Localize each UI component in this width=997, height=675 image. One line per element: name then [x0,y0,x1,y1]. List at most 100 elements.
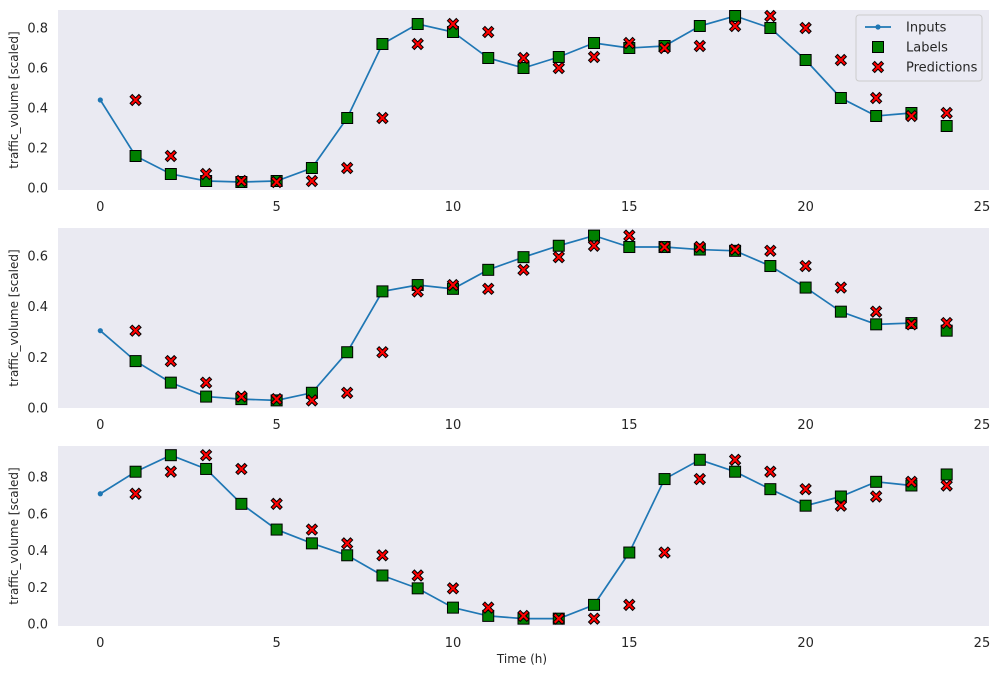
y-tick-label: 0.2 [27,581,48,596]
x-tick-label: 10 [445,636,462,651]
x-tick-label: 5 [273,418,281,433]
predictions-point [658,240,671,254]
predictions-point [552,61,565,75]
labels-point [764,483,777,496]
predictions-point [623,36,636,50]
y-tick-label: 0.2 [27,142,48,157]
labels-point [411,18,424,30]
predictions-point [164,149,178,163]
predictions-point [552,250,565,264]
labels-point [940,468,953,481]
inputs-point [97,328,103,334]
labels-point [164,168,177,180]
predictions-point [658,41,671,55]
labels-point [588,37,601,49]
x-tick-label: 5 [273,636,281,651]
y-tick-label: 0.2 [27,351,48,366]
predictions-point [517,263,530,277]
labels-point [658,473,671,486]
predictions-point [869,91,883,105]
y-tick-label: 0.6 [27,62,48,77]
labels-point [834,305,847,318]
predictions-point [411,37,424,51]
labels-point [623,241,636,254]
legend-entry-label: Predictions [906,61,978,76]
predictions-point [658,546,671,559]
x-tick-label: 5 [273,200,281,215]
x-tick-label: 0 [96,418,104,433]
labels-point [588,598,601,611]
legend-labels-marker [872,41,884,53]
labels-point [200,390,213,403]
predictions-point [199,376,213,389]
labels-point [411,582,424,595]
predictions-point [693,472,707,486]
labels-point [129,465,142,478]
y-tick-label: 0.8 [27,471,48,486]
labels-point [834,490,847,503]
predictions-point [728,243,742,256]
labels-point [341,112,354,124]
legend-box [855,14,983,82]
plot-area [58,446,989,626]
x-tick-label: 25 [974,636,991,651]
predictions-point [164,465,178,478]
predictions-point [129,93,142,107]
predictions-point [129,324,142,337]
predictions-point [340,161,354,175]
predictions-point [411,569,424,582]
legend-entry-label: Labels [906,41,948,56]
predictions-point [517,609,530,623]
plot-area [58,10,989,190]
x-axis-label: Time (h) [496,652,547,666]
inputs-point [97,491,103,497]
labels-point [588,229,601,242]
labels-point [270,523,283,536]
legend-inputs-dot [875,24,881,30]
labels-point [482,263,495,276]
labels-point [446,601,459,614]
labels-point [341,346,354,359]
y-tick-label: 0.0 [27,402,48,417]
predictions-point [235,462,248,476]
predictions-point [693,240,707,254]
labels-point [164,449,177,462]
y-tick-label: 0.4 [27,300,48,315]
predictions-point [199,167,213,181]
predictions-point [270,497,283,511]
predictions-point [376,549,389,562]
predictions-point [869,490,883,503]
x-tick-label: 15 [621,200,638,215]
y-tick-label: 0.4 [27,102,48,117]
x-tick-label: 10 [445,418,462,433]
predictions-point [905,318,918,331]
predictions-point [305,394,319,407]
predictions-point [623,229,636,242]
x-tick-label: 20 [797,200,814,215]
labels-point [129,150,142,162]
predictions-point [799,259,812,273]
x-tick-label: 20 [797,418,814,433]
predictions-point [764,465,777,478]
labels-point [870,318,883,331]
y-tick-label: 0.6 [27,249,48,264]
y-axis-label: traffic_volume [scaled] [7,31,21,168]
predictions-point [446,17,460,31]
labels-point [482,52,495,64]
predictions-point [728,19,742,33]
labels-point [729,465,742,478]
legend-entry-label: Inputs [906,21,947,36]
labels-point [305,537,318,550]
labels-point [517,62,530,74]
predictions-point [411,285,424,298]
predictions-point [552,612,565,625]
labels-point [235,497,248,510]
predictions-point [305,174,319,188]
x-tick-label: 0 [96,636,104,651]
labels-point [552,239,565,252]
labels-point [870,475,883,488]
y-axis-label: traffic_volume [scaled] [7,249,21,386]
predictions-point [905,475,918,489]
labels-point [129,355,142,368]
